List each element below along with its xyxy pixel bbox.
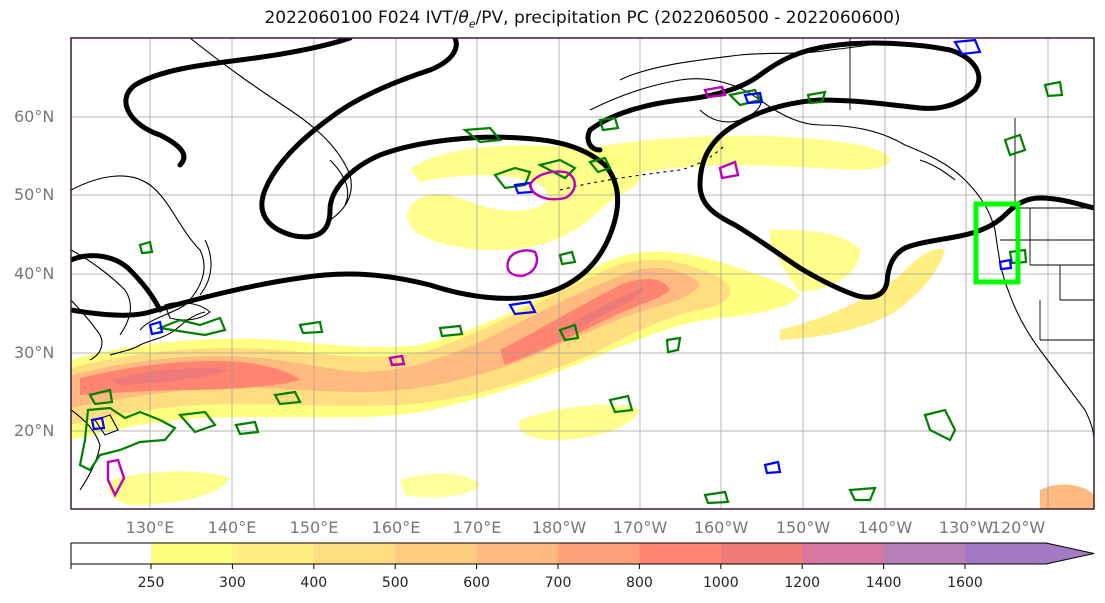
lon-label: 170°E — [453, 518, 502, 537]
colorbar-segment — [883, 543, 966, 564]
lon-label: 140°E — [208, 518, 257, 537]
green-contours — [78, 80, 1064, 505]
lat-label: 50°N — [14, 185, 54, 204]
coastlines — [71, 38, 1094, 491]
colorbar-segment — [802, 543, 885, 564]
colorbar-tick-label: 1600 — [947, 575, 983, 591]
colorbar-segment — [476, 543, 559, 564]
lon-label: 130°E — [126, 518, 175, 537]
colorbar-extend-arrow — [1046, 543, 1094, 564]
colorbar-segment — [151, 543, 233, 564]
lon-label: 150°E — [290, 518, 339, 537]
lon-label: 180°W — [532, 518, 587, 537]
colorbar-tick-label: 500 — [382, 575, 409, 591]
lon-label: 160°E — [372, 518, 421, 537]
pv-contours — [71, 38, 1094, 318]
lon-labels: 130°E 140°E 150°E 160°E 170°E 180°W 170°… — [126, 518, 1046, 537]
lat-label: 20°N — [14, 421, 54, 440]
colorbar: 250 300 400 500 600 700 800 1000 1200 1400 1600 — [70, 542, 1095, 591]
colorbar-tick-label: 1200 — [784, 575, 820, 591]
colorbar-tick-label: 700 — [545, 575, 572, 591]
map-frame — [70, 37, 1095, 510]
colorbar-tick-label: 400 — [300, 575, 327, 591]
highlight-box — [973, 201, 1021, 285]
colorbar-segment — [558, 543, 640, 564]
colorbar-segment — [232, 543, 315, 564]
colorbar-segment — [313, 543, 396, 564]
lat-label: 30°N — [14, 343, 54, 362]
magenta-contours — [106, 85, 740, 498]
lat-labels: 60°N 50°N 40°N 30°N 20°N — [14, 107, 54, 440]
colorbar-white-segment — [71, 543, 151, 564]
lon-label: 120°W — [991, 518, 1046, 537]
lon-label: 130°W — [939, 518, 994, 537]
graticule — [71, 38, 1094, 509]
colorbar-tick-label: 1000 — [703, 575, 739, 591]
colorbar-tick-label: 300 — [219, 575, 246, 591]
lon-label: 150°W — [776, 518, 831, 537]
lat-label: 60°N — [14, 107, 54, 126]
lon-label: 160°W — [694, 518, 749, 537]
colorbar-segment — [395, 543, 478, 564]
lon-label: 170°W — [613, 518, 668, 537]
lon-label: 140°W — [858, 518, 913, 537]
colorbar-tick-label: 800 — [626, 575, 653, 591]
colorbar-segment — [965, 543, 1047, 564]
colorbar-segment — [639, 543, 722, 564]
map-title: 2022060100 F024 IVT/θe/PV, precipitation… — [264, 8, 901, 31]
colorbar-tick-label: 600 — [463, 575, 490, 591]
colorbar-outline — [70, 542, 1095, 565]
colorbar-tick-label: 250 — [138, 575, 165, 591]
colorbar-tick-label: 1400 — [866, 575, 902, 591]
ivt-shading — [71, 135, 1094, 509]
colorbar-segment — [720, 543, 803, 564]
lat-label: 40°N — [14, 264, 54, 283]
